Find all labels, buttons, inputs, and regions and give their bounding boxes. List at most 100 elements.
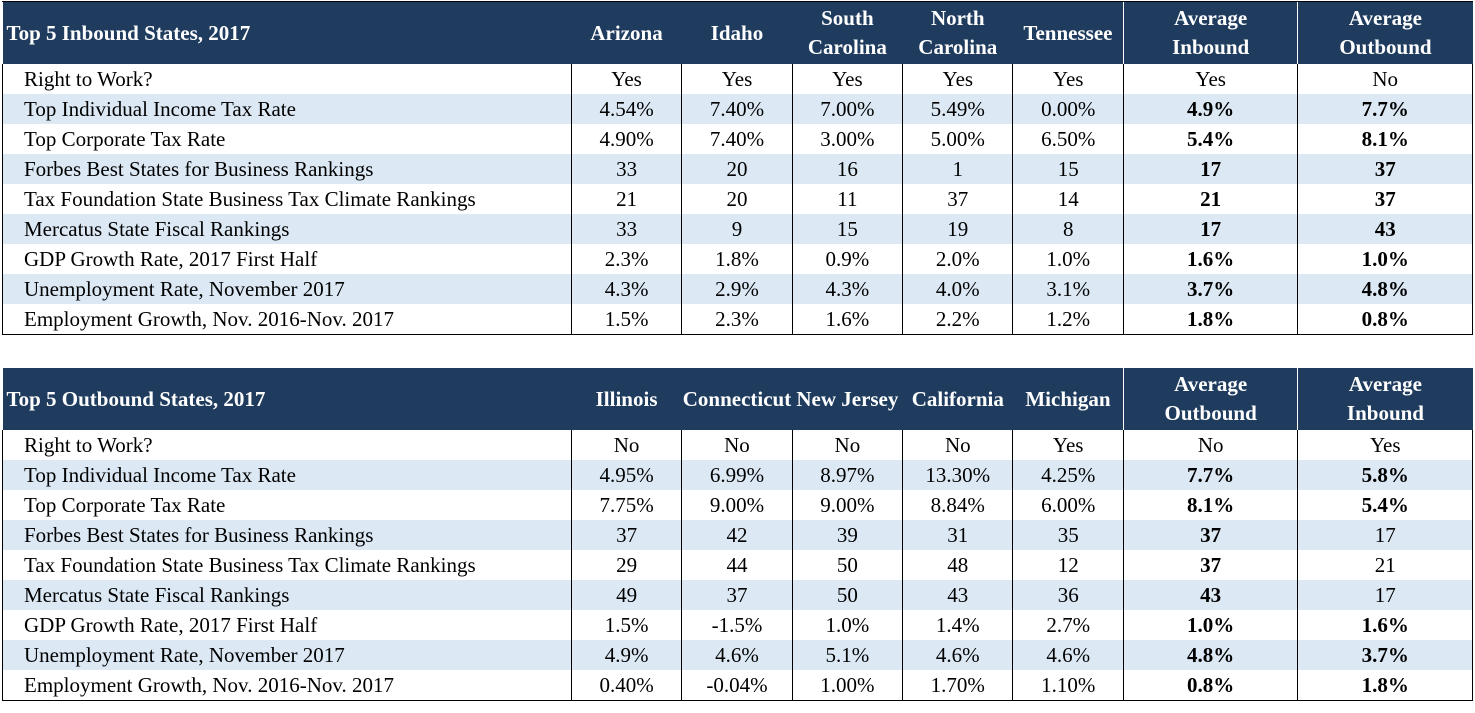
state-value-cell: 2.0% [902,244,1014,274]
state-value-cell: 4.6% [1012,640,1124,670]
average-cell: 1.8% [1297,670,1473,701]
average-cell: 4.9% [1122,94,1299,124]
state-value-cell: 1.4% [902,610,1014,640]
table-title: Top 5 Inbound States, 2017 [2,2,572,64]
state-value-cell: 33 [570,214,683,244]
row-label: Top Corporate Tax Rate [2,490,572,520]
column-header-line: Inbound [1346,401,1424,425]
state-value-cell: 14 [1012,184,1124,214]
state-value-cell: 15 [791,214,904,244]
average-cell: 0.8% [1122,670,1299,701]
row-label: Right to Work? [2,430,572,460]
column-header: Tennessee [1012,2,1124,64]
state-value-cell: 1.70% [902,670,1014,701]
row-label: Mercatus State Fiscal Rankings [2,580,572,610]
state-value-cell: 1.0% [791,610,904,640]
column-header-line: Outbound [1164,401,1257,425]
state-value-cell: 49 [570,580,683,610]
row-label: Right to Work? [2,64,572,94]
row-label: Forbes Best States for Business Rankings [2,520,572,550]
state-value-cell: 1.10% [1012,670,1124,701]
table-row: Top Individual Income Tax Rate 4.95% 6.99%… [2,460,1473,490]
state-value-cell: 15 [1012,154,1124,184]
column-header-line: Arizona [590,20,663,45]
column-header: Illinois [571,368,682,430]
state-value-cell: No [681,430,793,460]
average-cell: 1.0% [1122,610,1299,640]
average-cell: 37 [1122,550,1299,580]
table-row: Employment Growth, Nov. 2016-Nov. 2017 0.… [2,670,1473,701]
average-cell: 0.8% [1297,304,1473,335]
state-value-cell: 39 [791,520,904,550]
average-cell: 5.4% [1297,490,1473,520]
state-value-cell: 5.49% [902,94,1014,124]
table-row: Mercatus State Fiscal Rankings 49 37 50 43 36… [2,580,1473,610]
average-cell: 17 [1297,580,1473,610]
average-cell: 37 [1122,520,1299,550]
state-value-cell: 3.1% [1012,274,1124,304]
state-value-cell: 4.95% [570,460,683,490]
column-header: Connecticut [681,368,793,430]
average-cell: 21 [1297,550,1473,580]
state-value-cell: 43 [902,580,1014,610]
state-value-cell: 7.40% [681,94,793,124]
state-value-cell: 16 [791,154,904,184]
column-header-line: Carolina [918,35,998,59]
column-header-line: Average [1174,372,1248,396]
column-header-line: Carolina [807,35,887,59]
column-header: Arizona [571,2,682,64]
average-cell: 1.6% [1122,244,1299,274]
state-value-cell: Yes [570,64,683,94]
state-value-cell: 4.9% [570,640,683,670]
column-header-line: Average [1348,372,1422,396]
state-value-cell: 8 [1012,214,1124,244]
table-row: Top Corporate Tax Rate 7.75% 9.00% 9.00% 8.8… [2,490,1473,520]
average-cell: 5.8% [1297,460,1473,490]
state-value-cell: 0.00% [1012,94,1124,124]
column-header-line: Connecticut [682,386,792,411]
top-border [2,1,1473,2]
row-label: Unemployment Rate, November 2017 [2,274,572,304]
row-label: GDP Growth Rate, 2017 First Half [2,610,572,640]
state-value-cell: 5.00% [902,124,1014,154]
state-value-cell: No [902,430,1014,460]
state-value-cell: 11 [791,184,904,214]
state-value-cell: 4.3% [570,274,683,304]
outbound-states-table: Top 5 Outbound States, 2017 Illinois Conne… [2,368,1473,701]
table-row: Right to Work? No No No No Yes No Yes [2,430,1473,460]
table-row: Top Corporate Tax Rate 4.90% 7.40% 3.00% 5.0… [2,124,1473,154]
state-value-cell: 5.1% [791,640,904,670]
state-value-cell: No [791,430,904,460]
column-header-line: South [821,6,874,30]
state-value-cell: 1.00% [791,670,904,701]
state-value-cell: 50 [791,550,904,580]
state-value-cell: Yes [681,64,793,94]
column-header-line: Illinois [595,386,658,411]
row-label: Unemployment Rate, November 2017 [2,640,572,670]
inbound-states-table: Top 5 Inbound States, 2017 Arizona Idaho So… [2,2,1473,335]
state-value-cell: 8.97% [791,460,904,490]
column-header: Idaho [681,2,793,64]
state-value-cell: 0.40% [570,670,683,701]
state-value-cell: 3.00% [791,124,904,154]
state-value-cell: 36 [1012,580,1124,610]
state-value-cell: 33 [570,154,683,184]
state-value-cell: 1.8% [681,244,793,274]
average-cell: Yes [1122,64,1299,94]
state-value-cell: 9 [681,214,793,244]
table-row: GDP Growth Rate, 2017 First Half 1.5% -1.5… [2,610,1473,640]
column-header-line: Outbound [1339,35,1432,59]
state-value-cell: 2.3% [570,244,683,274]
state-value-cell: Yes [1012,64,1124,94]
average-cell: 17 [1122,214,1299,244]
row-label: Top Corporate Tax Rate [2,124,572,154]
average-cell: No [1122,430,1299,460]
column-header: North Carolina [902,2,1013,64]
average-cell: 37 [1297,184,1473,214]
column-header: Average Inbound [1297,368,1473,430]
average-cell: 3.7% [1297,640,1473,670]
average-cell: 1.8% [1122,304,1299,335]
state-value-cell: 37 [902,184,1014,214]
state-value-cell: 1.5% [570,610,683,640]
state-value-cell: 13.30% [902,460,1014,490]
